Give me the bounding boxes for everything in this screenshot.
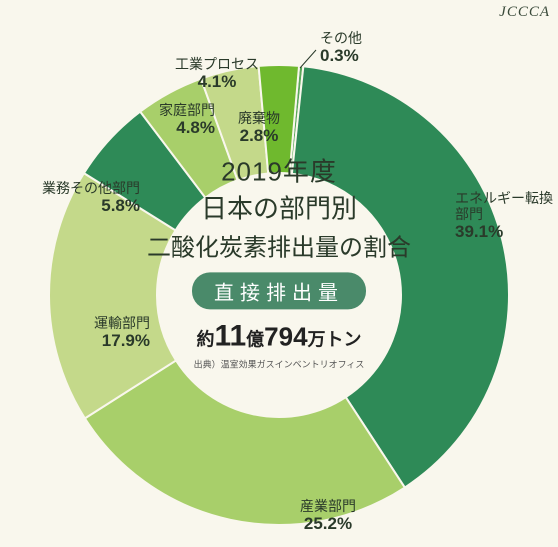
label-other: その他0.3% (320, 30, 362, 66)
title-year: 2019年度 (119, 151, 439, 188)
label-process: 工業プロセス4.1% (175, 56, 259, 92)
center-text: 2019年度 日本の部門別 二酸化炭素排出量の割合 直接排出量 約11億794万… (119, 151, 439, 370)
amount: 約11億794万トン (119, 319, 439, 353)
label-industry: 産業部門25.2% (300, 498, 356, 534)
label-commercial: 業務その他部門5.8% (20, 180, 140, 216)
title-line3: 二酸化炭素排出量の割合 (119, 227, 439, 262)
source-note: 出典）温室効果ガスインベントリオフィス (119, 357, 439, 370)
label-residential: 家庭部門4.8% (95, 102, 215, 138)
label-energy: エネルギー転換部門39.1% (455, 190, 558, 242)
label-waste: 廃棄物2.8% (238, 110, 280, 146)
label-transport: 運輸部門17.9% (30, 315, 150, 351)
chart-container: { "logo_text":"JCCCA", "chart":{ "type":… (0, 0, 558, 547)
subtitle-pill: 直接排出量 (192, 272, 366, 309)
logo: JCCCA (499, 4, 550, 21)
title-line2: 日本の部門別 (119, 188, 439, 225)
